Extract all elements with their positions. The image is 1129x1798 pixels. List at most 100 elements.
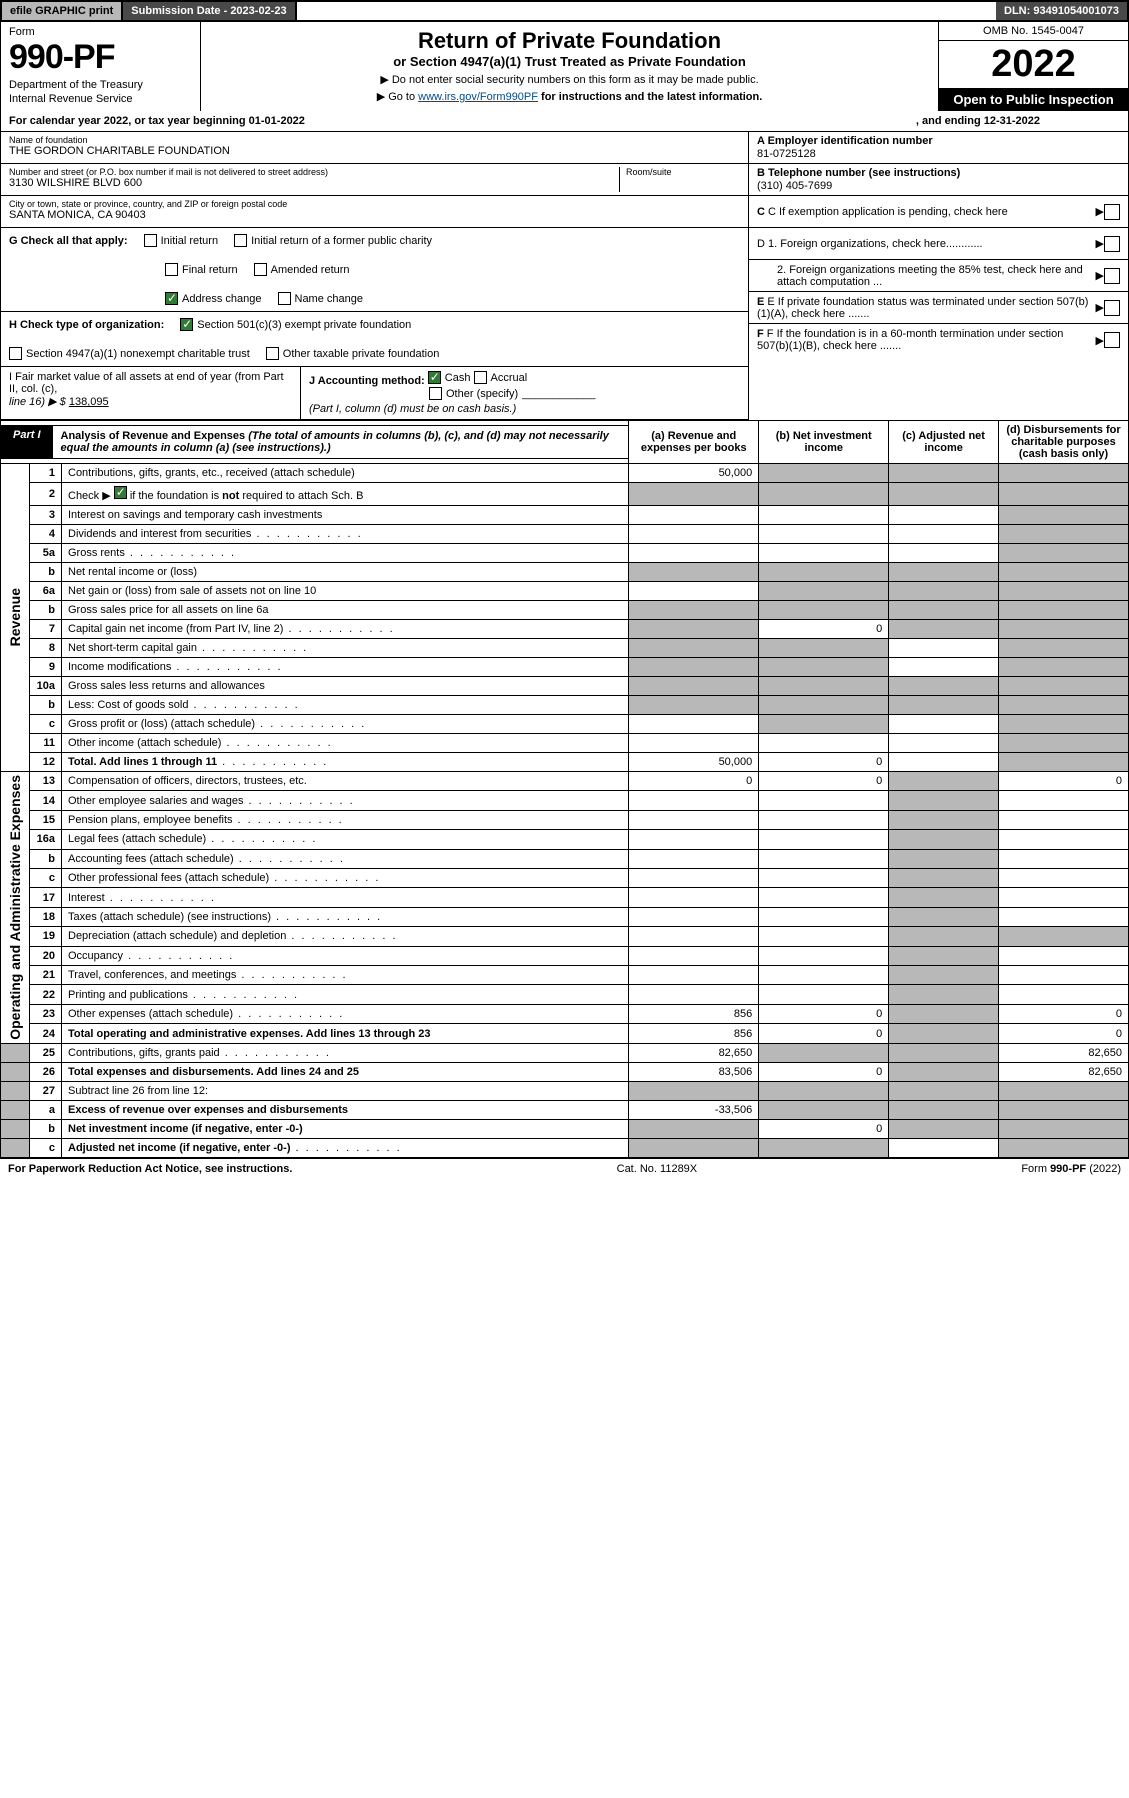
- footer-catno: Cat. No. 11289X: [617, 1163, 698, 1175]
- row-4: Dividends and interest from securities: [62, 525, 629, 544]
- cb-initial[interactable]: [144, 234, 157, 247]
- row-24: Total operating and administrative expen…: [62, 1024, 629, 1044]
- r13b: 0: [759, 772, 889, 791]
- cb-final[interactable]: [165, 263, 178, 276]
- row-14: Other employee salaries and wages: [62, 791, 629, 810]
- row-16c: Other professional fees (attach schedule…: [62, 869, 629, 888]
- efile-label: efile GRAPHIC print: [2, 2, 123, 20]
- row-16a: Legal fees (attach schedule): [62, 830, 629, 849]
- r13d: 0: [999, 772, 1129, 791]
- row-1: Contributions, gifts, grants, etc., rece…: [62, 464, 629, 483]
- cb-name-change[interactable]: [278, 292, 291, 305]
- calyear-end: , and ending 12-31-2022: [916, 115, 1040, 127]
- row-27c: Adjusted net income (if negative, enter …: [62, 1138, 629, 1157]
- part1-table: Part I Analysis of Revenue and Expenses …: [0, 420, 1129, 1158]
- h-label: H Check type of organization:: [9, 319, 164, 331]
- col-d-header: (d) Disbursements for charitable purpose…: [999, 421, 1129, 464]
- revenue-side: Revenue: [7, 588, 23, 646]
- cb-f[interactable]: [1104, 332, 1120, 348]
- r26a: 83,506: [629, 1062, 759, 1081]
- i-line: line 16) ▶ $: [9, 396, 66, 408]
- footer-formno: Form 990-PF (2022): [1021, 1163, 1121, 1175]
- row-9: Income modifications: [62, 658, 629, 677]
- row-2: Check ▶ if the foundation is not require…: [62, 483, 629, 506]
- tel-label: B Telephone number (see instructions): [757, 167, 960, 179]
- row-27b: Net investment income (if negative, ente…: [62, 1119, 629, 1138]
- calyear-begin: For calendar year 2022, or tax year begi…: [9, 115, 305, 127]
- j-label: J Accounting method:: [309, 375, 425, 387]
- col-c-header: (c) Adjusted net income: [889, 421, 999, 464]
- cb-e[interactable]: [1104, 300, 1120, 316]
- row-19: Depreciation (attach schedule) and deple…: [62, 927, 629, 946]
- e-label: E E If private foundation status was ter…: [757, 296, 1096, 320]
- row-18: Taxes (attach schedule) (see instruction…: [62, 907, 629, 926]
- row-5b: Net rental income or (loss): [62, 563, 629, 582]
- addr-label: Number and street (or P.O. box number if…: [9, 167, 619, 177]
- row-6b: Gross sales price for all assets on line…: [62, 601, 629, 620]
- row-20: Occupancy: [62, 946, 629, 965]
- irs-link[interactable]: www.irs.gov/Form990PF: [418, 91, 538, 103]
- cb-other-method[interactable]: [429, 387, 442, 400]
- calendar-year-row: For calendar year 2022, or tax year begi…: [0, 111, 1129, 132]
- cb-schb[interactable]: [114, 486, 127, 499]
- form-number: 990-PF: [9, 38, 192, 77]
- r24a: 856: [629, 1024, 759, 1044]
- r26d: 82,650: [999, 1062, 1129, 1081]
- col-b-header: (b) Net investment income: [759, 421, 889, 464]
- row-8: Net short-term capital gain: [62, 639, 629, 658]
- row-10b: Less: Cost of goods sold: [62, 696, 629, 715]
- r12a: 50,000: [629, 753, 759, 772]
- c-label: C C If exemption application is pending,…: [757, 206, 1096, 218]
- submission-date: Submission Date - 2023-02-23: [123, 2, 296, 20]
- omb-number: OMB No. 1545-0047: [939, 22, 1128, 41]
- r24d: 0: [999, 1024, 1129, 1044]
- expenses-side: Operating and Administrative Expenses: [7, 775, 23, 1040]
- city-label: City or town, state or province, country…: [9, 199, 740, 209]
- dept-treasury: Department of the Treasury: [9, 79, 192, 91]
- cb-d1[interactable]: [1104, 236, 1120, 252]
- cb-initial-former[interactable]: [234, 234, 247, 247]
- ein-label: A Employer identification number: [757, 135, 933, 147]
- r23d: 0: [999, 1004, 1129, 1023]
- r27bb: 0: [759, 1119, 889, 1138]
- row-15: Pension plans, employee benefits: [62, 810, 629, 829]
- col-a-header: (a) Revenue and expenses per books: [629, 421, 759, 464]
- row-25: Contributions, gifts, grants paid: [62, 1043, 629, 1062]
- cb-other-taxable[interactable]: [266, 347, 279, 360]
- open-inspection: Open to Public Inspection: [939, 88, 1128, 111]
- cb-c[interactable]: [1104, 204, 1120, 220]
- r12b: 0: [759, 753, 889, 772]
- part1-title: Analysis of Revenue and Expenses: [61, 430, 246, 442]
- page-footer: For Paperwork Reduction Act Notice, see …: [0, 1158, 1129, 1179]
- row-12: Total. Add lines 1 through 11: [62, 753, 629, 772]
- form-header: Form 990-PF Department of the Treasury I…: [0, 22, 1129, 111]
- instr-post: for instructions and the latest informat…: [541, 91, 762, 103]
- instr-pre: ▶ Go to: [377, 91, 418, 103]
- address: 3130 WILSHIRE BLVD 600: [9, 177, 619, 189]
- dln-label: DLN: 93491054001073: [996, 2, 1127, 20]
- g-label: G Check all that apply:: [9, 235, 128, 247]
- part1-tag: Part I: [1, 425, 53, 459]
- cb-4947[interactable]: [9, 347, 22, 360]
- info-grid: Name of foundation THE GORDON CHARITABLE…: [0, 132, 1129, 420]
- r7b: 0: [759, 620, 889, 639]
- r23a: 856: [629, 1004, 759, 1023]
- i-label: I Fair market value of all assets at end…: [9, 371, 292, 395]
- cb-amended[interactable]: [254, 263, 267, 276]
- row-3: Interest on savings and temporary cash i…: [62, 506, 629, 525]
- cb-501c3[interactable]: [180, 318, 193, 331]
- row-27: Subtract line 26 from line 12:: [62, 1081, 629, 1100]
- row-22: Printing and publications: [62, 985, 629, 1004]
- row-10c: Gross profit or (loss) (attach schedule): [62, 715, 629, 734]
- d1-label: D 1. Foreign organizations, check here..…: [757, 238, 1096, 250]
- cb-cash[interactable]: [428, 371, 441, 384]
- r1a: 50,000: [629, 464, 759, 483]
- instr-link-row: ▶ Go to www.irs.gov/Form990PF for instru…: [213, 90, 926, 103]
- d2-label: 2. Foreign organizations meeting the 85%…: [757, 264, 1096, 288]
- cb-accrual[interactable]: [474, 371, 487, 384]
- cb-address-change[interactable]: [165, 292, 178, 305]
- form-label: Form: [9, 26, 192, 38]
- r26b: 0: [759, 1062, 889, 1081]
- row-10a: Gross sales less returns and allowances: [62, 677, 629, 696]
- cb-d2[interactable]: [1104, 268, 1120, 284]
